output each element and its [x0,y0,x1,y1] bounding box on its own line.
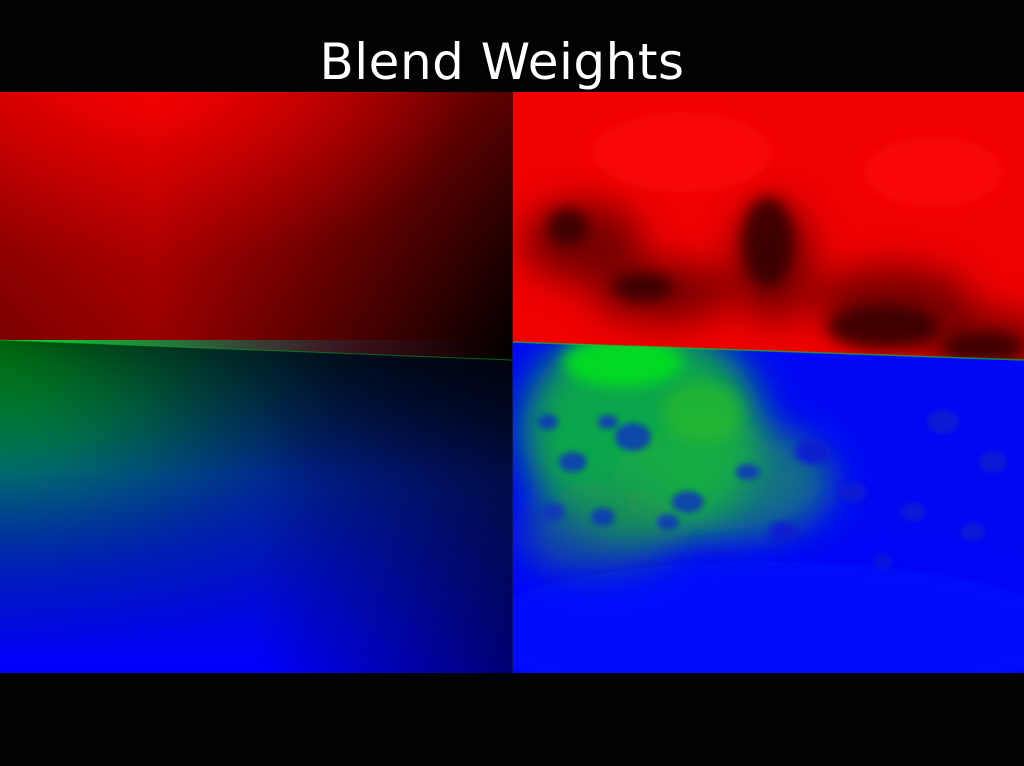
blend-weights-noisy-image [513,92,1024,673]
blend-weights-smooth-image [0,92,512,673]
panel-divider [512,92,513,673]
slide-title: Blend Weights [319,33,685,91]
